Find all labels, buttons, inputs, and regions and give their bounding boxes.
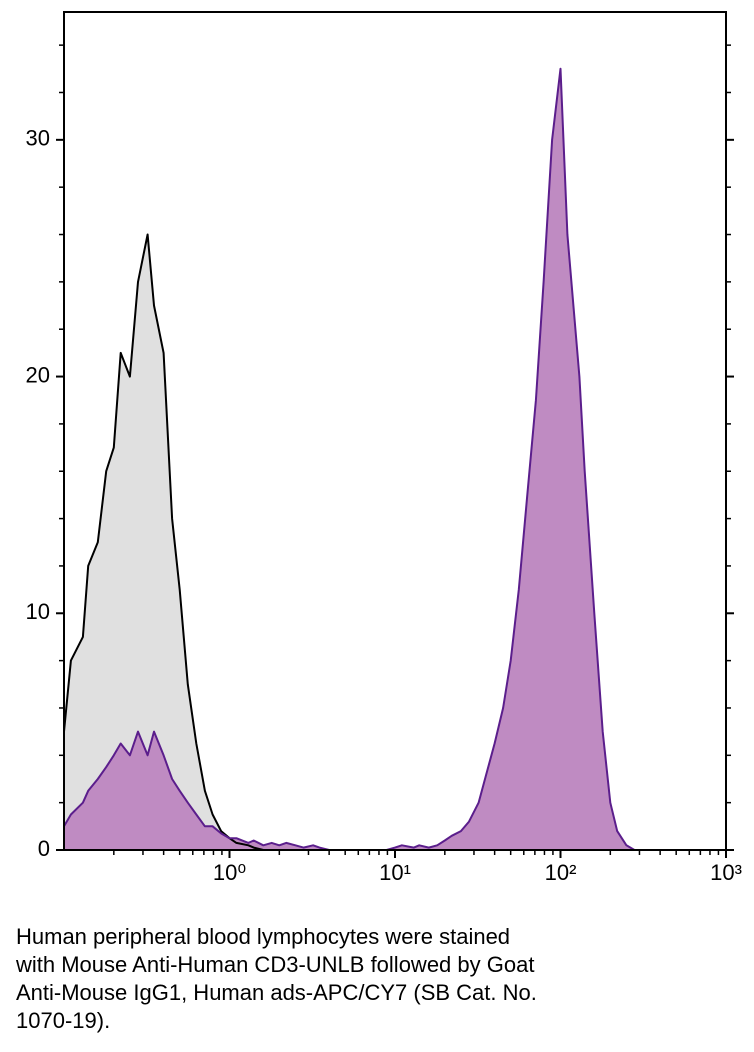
y-tick-label: 0 xyxy=(38,836,50,861)
caption-line: Anti-Mouse IgG1, Human ads-APC/CY7 (SB C… xyxy=(16,980,537,1005)
x-tick-label: 10¹ xyxy=(379,860,411,885)
x-tick-label: 10² xyxy=(545,860,577,885)
y-tick-label: 20 xyxy=(26,362,50,387)
x-tick-label: 10³ xyxy=(710,860,742,885)
x-tick-label: 10⁰ xyxy=(213,860,246,885)
histogram-area xyxy=(64,68,645,851)
y-tick-label: 30 xyxy=(26,126,50,151)
caption-line: Human peripheral blood lymphocytes were … xyxy=(16,924,510,949)
y-tick-label: 10 xyxy=(26,599,50,624)
caption-line: with Mouse Anti-Human CD3-UNLB followed … xyxy=(15,952,534,977)
caption-line: 1070-19). xyxy=(16,1008,110,1033)
